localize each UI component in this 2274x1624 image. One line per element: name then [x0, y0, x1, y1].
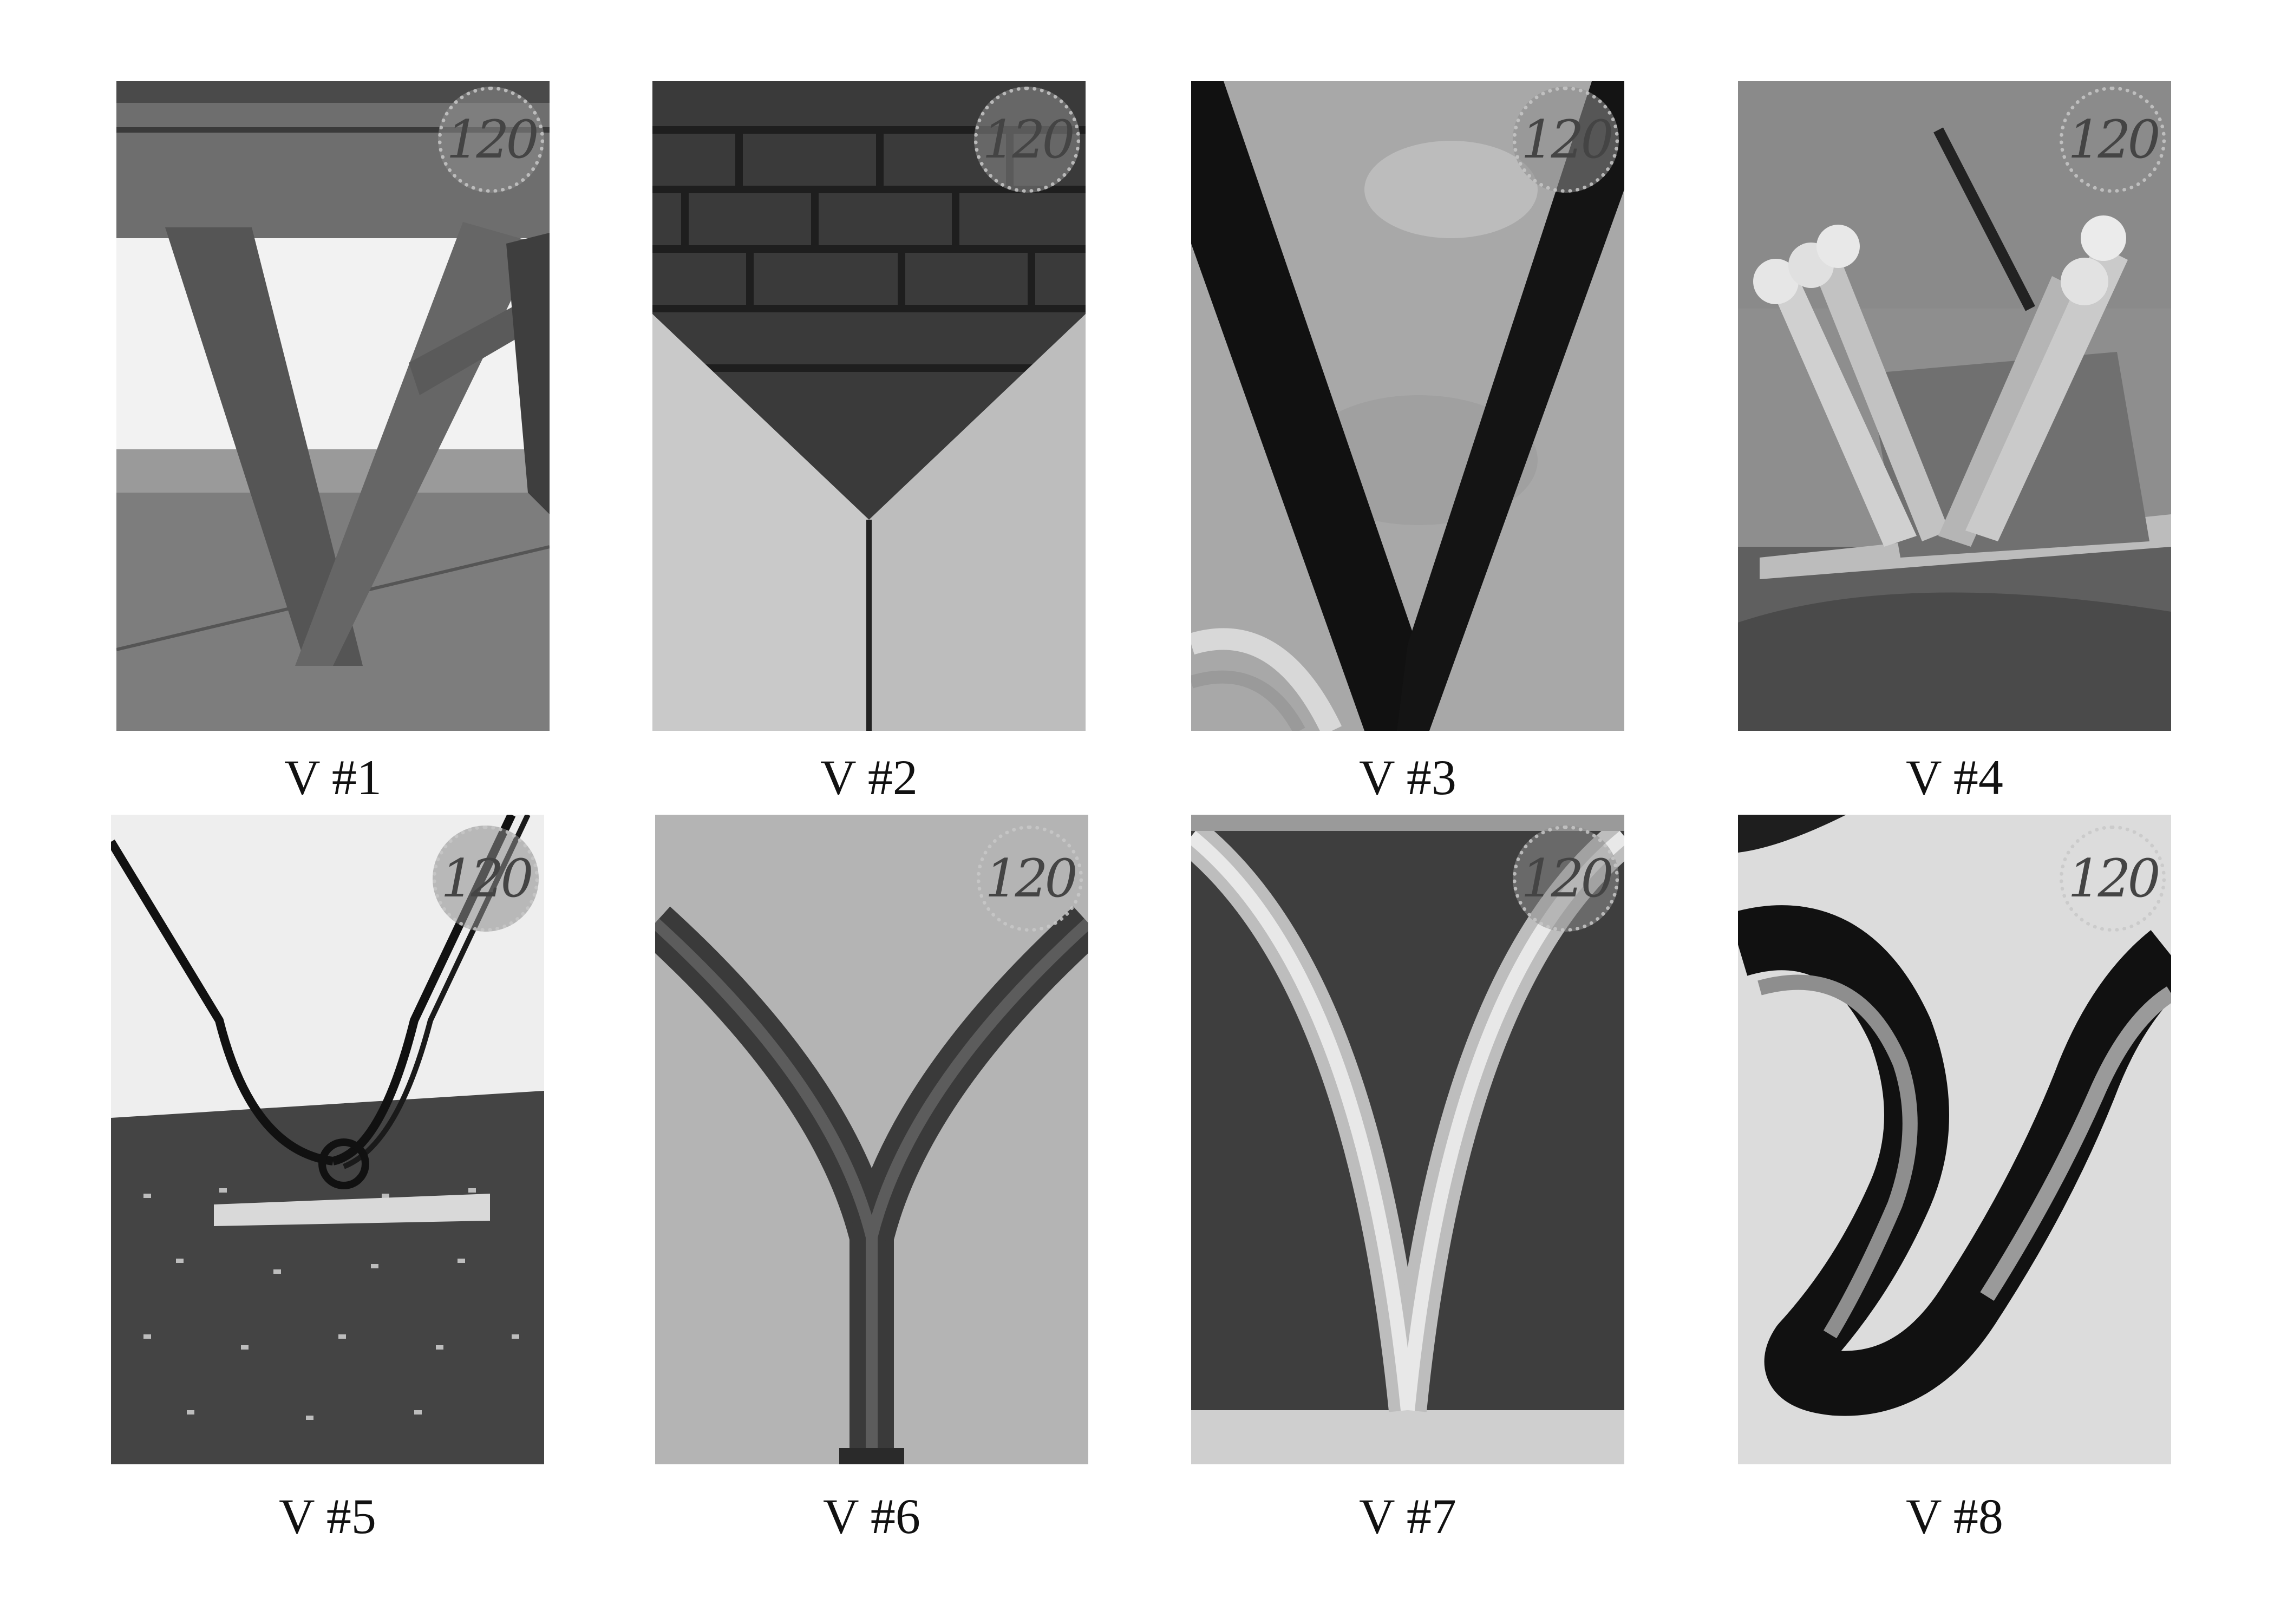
watermark-logo: 120 [433, 826, 539, 932]
photo-6: 120 [655, 815, 1088, 1464]
photo-2: 120 [652, 81, 1086, 731]
caption-5: V #5 [279, 1489, 376, 1544]
caption-3: V #3 [1359, 750, 1456, 805]
watermark-logo: 120 [977, 826, 1083, 932]
watermark-logo: 120 [2060, 826, 2166, 932]
photo-1: 120 [116, 81, 550, 731]
watermark-logo: 120 [1513, 826, 1619, 932]
photo-8: 120 [1738, 815, 2171, 1464]
caption-4: V #4 [1906, 750, 2003, 805]
photo-5: 120 [111, 815, 544, 1464]
caption-6: V #6 [823, 1489, 920, 1544]
photo-3: 120 [1191, 81, 1624, 731]
watermark-logo: 120 [2060, 87, 2166, 193]
caption-8: V #8 [1906, 1489, 2003, 1544]
caption-7: V #7 [1359, 1489, 1456, 1544]
photo-7: 120 [1191, 815, 1624, 1464]
photo-4: 120 [1738, 81, 2171, 731]
caption-1: V #1 [284, 750, 382, 805]
watermark-logo: 120 [1513, 87, 1619, 193]
watermark-logo: 120 [438, 87, 544, 193]
caption-2: V #2 [820, 750, 918, 805]
watermark-logo: 120 [974, 87, 1080, 193]
